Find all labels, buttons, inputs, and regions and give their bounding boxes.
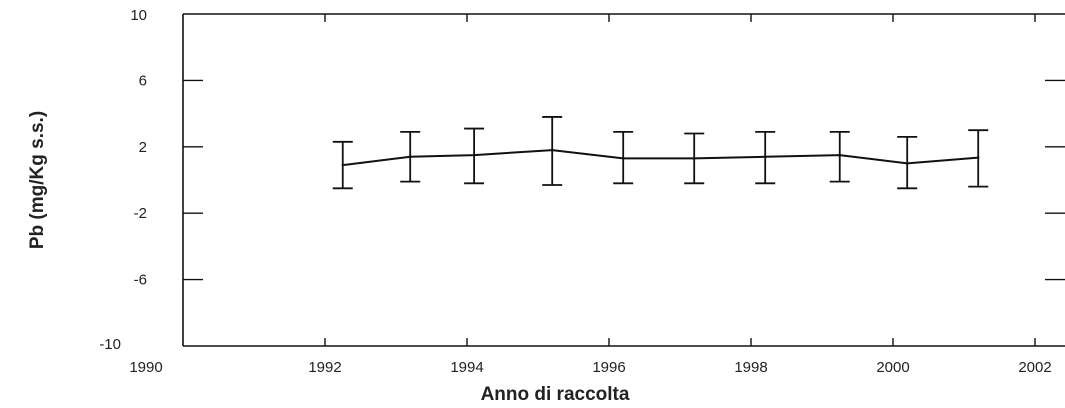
axis-ticks bbox=[183, 14, 1065, 346]
x-tick-label: 1998 bbox=[734, 359, 767, 376]
data-point bbox=[977, 156, 980, 159]
y-tick-label: -6 bbox=[134, 272, 147, 289]
series-group bbox=[332, 116, 989, 190]
data-point bbox=[409, 155, 412, 158]
x-tick-label: 1996 bbox=[592, 359, 625, 376]
data-point bbox=[622, 157, 625, 160]
x-tick-label: 2000 bbox=[876, 359, 909, 376]
data-point bbox=[764, 155, 767, 158]
data-point bbox=[551, 148, 554, 152]
data-point bbox=[838, 153, 841, 157]
y-axis-title: Pb (mg/Kg s.s.) bbox=[27, 111, 48, 249]
x-tick-label: 1994 bbox=[450, 359, 483, 376]
y-tick-label: 10 bbox=[130, 7, 147, 24]
data-point bbox=[472, 153, 476, 157]
x-tick-label: 1992 bbox=[308, 359, 341, 376]
tick-labels: 10 6 2 -2 -6 -10 1990 1992 1994 1996 1998 2000 2002 bbox=[99, 7, 1051, 376]
y-tick-label: 6 bbox=[139, 72, 147, 89]
series-line bbox=[342, 149, 979, 167]
x-tick-label: 1990 bbox=[129, 359, 162, 376]
x-axis-title: Anno di raccolta bbox=[481, 384, 630, 405]
data-point bbox=[693, 157, 696, 160]
y-tick-label: 2 bbox=[139, 139, 147, 156]
data-point bbox=[341, 163, 344, 167]
data-point bbox=[906, 162, 909, 165]
x-tick-label: 2002 bbox=[1018, 359, 1051, 376]
y-tick-label: -2 bbox=[134, 205, 147, 222]
y-tick-label: -10 bbox=[99, 336, 121, 353]
plot-frame bbox=[182, 13, 1065, 347]
